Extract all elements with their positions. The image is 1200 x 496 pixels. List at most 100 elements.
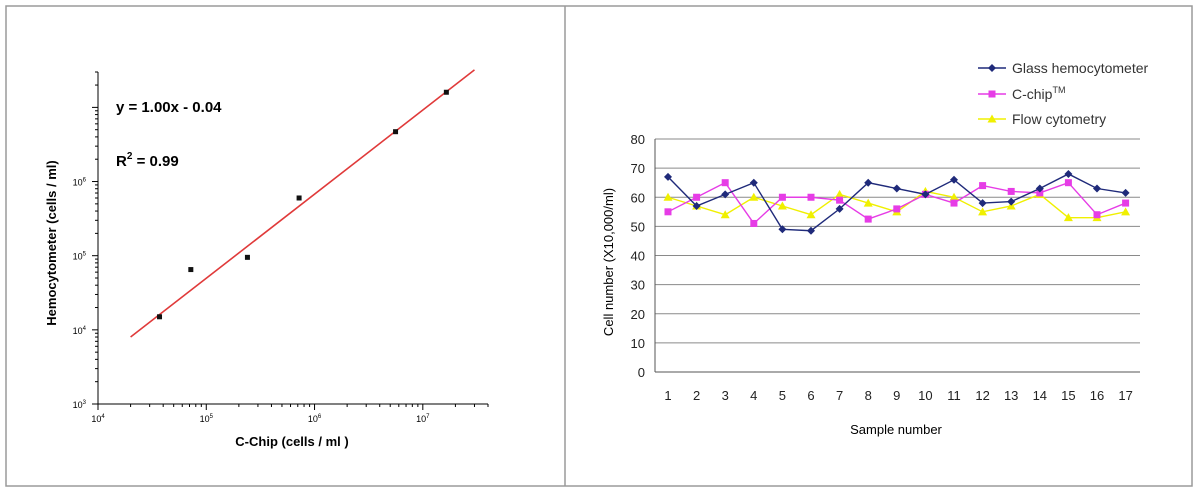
square-marker bbox=[979, 182, 987, 190]
diamond-marker bbox=[1064, 169, 1073, 178]
diamond-marker bbox=[1007, 197, 1016, 206]
left-x-tick-label: 104 bbox=[91, 414, 105, 424]
right-x-tick-label: 14 bbox=[1033, 388, 1047, 403]
triangle-marker bbox=[863, 198, 873, 207]
triangle-marker bbox=[749, 192, 759, 201]
series-c-chip bbox=[664, 179, 1130, 227]
square-marker bbox=[864, 215, 872, 223]
triangle-marker bbox=[663, 192, 673, 201]
left-x-tick-label: 106 bbox=[308, 414, 322, 424]
diamond-marker bbox=[921, 190, 930, 199]
square-marker bbox=[807, 193, 815, 201]
diamond-marker bbox=[978, 199, 987, 208]
left-y-tick-label: 106 bbox=[73, 178, 87, 188]
right-x-tick-label: 3 bbox=[722, 388, 729, 403]
square-marker bbox=[1093, 211, 1101, 219]
right-x-tick-label: 5 bbox=[779, 388, 786, 403]
left-y-tick-label: 104 bbox=[73, 326, 87, 336]
triangle-marker bbox=[1121, 207, 1131, 216]
square-marker bbox=[750, 219, 758, 227]
diamond-marker bbox=[749, 178, 758, 187]
square-marker bbox=[988, 90, 996, 98]
square-marker bbox=[1007, 187, 1015, 195]
right-x-tick-label: 6 bbox=[807, 388, 814, 403]
square-marker bbox=[1036, 189, 1044, 197]
left-y-axis-title: Hemocytometer (cells / ml) bbox=[44, 160, 59, 325]
line-series bbox=[663, 169, 1131, 235]
left-x-tick-label: 107 bbox=[416, 414, 430, 424]
right-x-tick-label: 11 bbox=[947, 388, 961, 403]
legend-label: Flow cytometry bbox=[1012, 111, 1106, 127]
triangle-marker bbox=[720, 210, 730, 219]
fit-line-group bbox=[130, 69, 475, 338]
right-x-tick-label: 17 bbox=[1118, 388, 1132, 403]
right-y-tick-label: 30 bbox=[631, 278, 645, 293]
right-x-tick-label: 15 bbox=[1061, 388, 1075, 403]
right-y-tick-label: 80 bbox=[631, 132, 645, 147]
square-marker bbox=[693, 193, 701, 201]
diamond-marker bbox=[835, 204, 844, 213]
diamond-marker bbox=[1035, 184, 1044, 193]
legend: Glass hemocytometer C-chipTM Flow cytometr… bbox=[978, 60, 1148, 127]
triangle-marker bbox=[949, 192, 959, 201]
left-x-tick-label: 105 bbox=[200, 414, 214, 424]
scatter-point bbox=[188, 267, 194, 273]
scatter-point bbox=[157, 314, 163, 320]
right-y-tick-label: 0 bbox=[638, 365, 645, 380]
left-ticks: 104 105 106 107 103 104 105 106 bbox=[73, 71, 489, 424]
left-panel: 104 105 106 107 103 104 105 106 y = 1.00x - 0.0… bbox=[44, 69, 489, 449]
right-x-tick-label: 8 bbox=[865, 388, 872, 403]
right-x-tick-label: 1 bbox=[664, 388, 671, 403]
scatter-point bbox=[244, 254, 250, 260]
r2-superscript: 2 bbox=[127, 151, 133, 162]
diamond-marker bbox=[721, 190, 730, 199]
legend-label: C-chipTM bbox=[1012, 85, 1065, 102]
triangle-marker bbox=[1063, 213, 1073, 222]
right-y-tick-label: 60 bbox=[631, 190, 645, 205]
diamond-marker bbox=[988, 64, 996, 72]
right-x-tick-label: 4 bbox=[750, 388, 757, 403]
right-y-tick-label: 10 bbox=[631, 336, 645, 351]
right-y-tick-label: 40 bbox=[631, 249, 645, 264]
series-glass-hemocytometer bbox=[664, 169, 1130, 235]
right-x-tick-label: 2 bbox=[693, 388, 700, 403]
diamond-marker bbox=[864, 178, 873, 187]
square-marker bbox=[836, 196, 844, 204]
left-y-tick-label: 105 bbox=[73, 252, 87, 262]
right-x-tick-label: 9 bbox=[893, 388, 900, 403]
triangle-marker bbox=[978, 207, 988, 216]
scatter-point bbox=[296, 195, 302, 201]
left-y-tick-label: 103 bbox=[73, 400, 87, 410]
r2-annotation: R2 = 0.99 bbox=[116, 151, 179, 170]
square-marker bbox=[950, 199, 958, 207]
right-x-axis-title: Sample number bbox=[850, 422, 942, 437]
triangle-marker bbox=[835, 189, 845, 198]
square-marker bbox=[1064, 179, 1072, 187]
right-x-tick-label: 13 bbox=[1004, 388, 1018, 403]
scatter-point bbox=[393, 129, 399, 135]
square-marker bbox=[1122, 199, 1130, 207]
r2-prefix: R bbox=[116, 153, 127, 170]
triangle-marker bbox=[987, 114, 997, 123]
diamond-marker bbox=[1121, 188, 1130, 197]
square-marker bbox=[893, 205, 901, 213]
scatter-points bbox=[157, 89, 449, 320]
diamond-marker bbox=[664, 172, 672, 181]
fit-line bbox=[130, 69, 475, 338]
right-x-tick-label: 16 bbox=[1090, 388, 1104, 403]
r2-suffix: = 0.99 bbox=[132, 153, 178, 170]
right-y-tick-label: 70 bbox=[631, 161, 645, 176]
square-marker bbox=[721, 179, 729, 187]
left-x-axis-title: C-Chip (cells / ml ) bbox=[235, 434, 348, 449]
diamond-marker bbox=[950, 175, 958, 184]
right-y-axis-title: Cell number (X10,000/ml) bbox=[601, 188, 616, 336]
diamond-marker bbox=[807, 226, 815, 235]
right-x-tick-label: 10 bbox=[918, 388, 932, 403]
right-x-tick-label: 7 bbox=[836, 388, 843, 403]
right-x-tick-label: 12 bbox=[975, 388, 989, 403]
diamond-marker bbox=[1093, 184, 1101, 193]
square-marker bbox=[664, 208, 672, 216]
